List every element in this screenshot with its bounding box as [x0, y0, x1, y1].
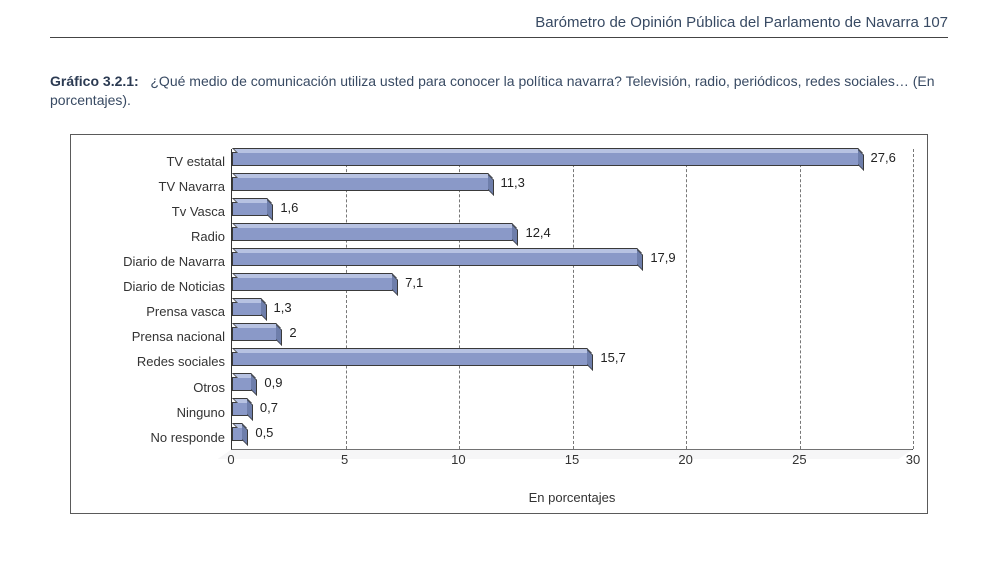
plot-wrap: TV estatal TV Navarra Tv Vasca Radio Diario … — [85, 149, 913, 450]
bar-row: 12,4 — [232, 227, 913, 245]
gridline — [913, 149, 914, 449]
bar-value-label: 0,9 — [264, 375, 282, 390]
y-axis-label: No responde — [85, 431, 225, 444]
bar — [232, 302, 262, 316]
bar-row: 0,5 — [232, 427, 913, 445]
x-axis-tick: 10 — [451, 452, 465, 467]
bar-value-label: 0,7 — [260, 400, 278, 415]
bar — [232, 202, 268, 216]
bar — [232, 402, 248, 416]
figure-caption: Gráfico 3.2.1: ¿Qué medio de comunicació… — [50, 72, 948, 110]
bar — [232, 327, 277, 341]
bar-row: 1,6 — [232, 202, 913, 220]
bar — [232, 177, 489, 191]
bar-value-label: 27,6 — [871, 150, 896, 165]
y-axis-label: Ninguno — [85, 406, 225, 419]
bar-row: 1,3 — [232, 302, 913, 320]
y-axis-label: Redes sociales — [85, 355, 225, 368]
x-axis-tick: 5 — [341, 452, 348, 467]
y-axis-label: Prensa nacional — [85, 330, 225, 343]
bar-row: 27,6 — [232, 152, 913, 170]
bar-value-label: 12,4 — [525, 225, 550, 240]
y-axis-label: Diario de Navarra — [85, 255, 225, 268]
bar — [232, 377, 252, 391]
y-axis-label: Diario de Noticias — [85, 280, 225, 293]
y-axis-label: Prensa vasca — [85, 305, 225, 318]
y-axis-labels: TV estatal TV Navarra Tv Vasca Radio Diario … — [85, 149, 231, 450]
bar-value-label: 0,5 — [255, 425, 273, 440]
x-axis-title: En porcentajes — [231, 490, 913, 505]
bar-row: 17,9 — [232, 252, 913, 270]
page: Barómetro de Opinión Pública del Parlame… — [0, 0, 998, 514]
bar — [232, 152, 859, 166]
y-axis-label: Tv Vasca — [85, 205, 225, 218]
bar-value-label: 15,7 — [600, 350, 625, 365]
x-axis-tick: 20 — [678, 452, 692, 467]
bar-value-label: 7,1 — [405, 275, 423, 290]
bar-row: 0,9 — [232, 377, 913, 395]
x-axis-tick: 30 — [906, 452, 920, 467]
bar-row: 7,1 — [232, 277, 913, 295]
bar — [232, 427, 243, 441]
running-head: Barómetro de Opinión Pública del Parlame… — [50, 14, 948, 38]
bar — [232, 227, 513, 241]
bar-value-label: 17,9 — [650, 250, 675, 265]
x-axis-tick: 0 — [227, 452, 234, 467]
bar-value-label: 1,6 — [280, 200, 298, 215]
plot-area: 27,6 11,3 1,6 12,4 17,9 7,1 1,3 2 15,7 0,9 0,7 0,5 — [231, 149, 913, 450]
bar — [232, 252, 638, 266]
bar-row: 15,7 — [232, 352, 913, 370]
y-axis-label: Radio — [85, 230, 225, 243]
y-axis-label: TV estatal — [85, 155, 225, 168]
chart-frame: TV estatal TV Navarra Tv Vasca Radio Diario … — [70, 134, 928, 514]
bar-row: 2 — [232, 327, 913, 345]
bar — [232, 352, 588, 366]
x-axis-tick: 15 — [565, 452, 579, 467]
bar-value-label: 2 — [289, 325, 296, 340]
y-axis-label: Otros — [85, 381, 225, 394]
x-axis-ticks: 051015202530 — [231, 450, 913, 468]
figure-caption-label: Gráfico 3.2.1: — [50, 73, 139, 89]
chart: TV estatal TV Navarra Tv Vasca Radio Diario … — [85, 149, 913, 505]
x-axis-tick: 25 — [792, 452, 806, 467]
figure-caption-text: ¿Qué medio de comunicación utiliza usted… — [50, 73, 935, 108]
bar — [232, 277, 393, 291]
bar-row: 0,7 — [232, 402, 913, 420]
bar-value-label: 1,3 — [274, 300, 292, 315]
bar-value-label: 11,3 — [501, 175, 525, 190]
y-axis-label: TV Navarra — [85, 180, 225, 193]
bars: 27,6 11,3 1,6 12,4 17,9 7,1 1,3 2 15,7 0,9 0,7 0,5 — [232, 149, 913, 449]
bar-row: 11,3 — [232, 177, 913, 195]
